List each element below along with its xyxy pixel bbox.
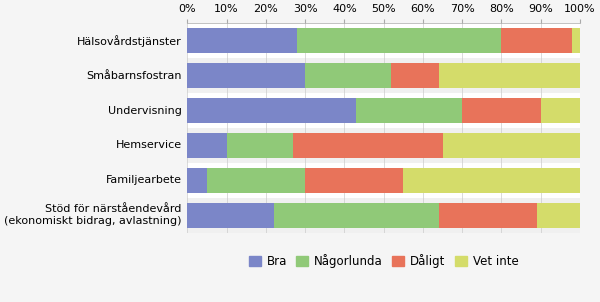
Bar xyxy=(439,63,580,88)
Bar xyxy=(187,163,580,198)
Bar xyxy=(541,98,580,123)
Legend: Bra, Någorlunda, Dåligt, Vet inte: Bra, Någorlunda, Dåligt, Vet inte xyxy=(244,249,523,272)
Bar xyxy=(187,98,356,123)
Bar xyxy=(187,203,274,228)
Bar xyxy=(297,28,502,53)
Bar xyxy=(187,58,580,93)
Bar xyxy=(293,133,443,158)
Bar xyxy=(274,203,439,228)
Bar xyxy=(207,168,305,193)
Bar xyxy=(572,28,580,53)
Bar xyxy=(187,63,305,88)
Bar xyxy=(187,133,227,158)
Bar xyxy=(305,63,391,88)
Bar xyxy=(439,203,537,228)
Bar xyxy=(187,198,580,233)
Bar xyxy=(187,28,297,53)
Bar xyxy=(443,133,580,158)
Bar xyxy=(227,133,293,158)
Bar xyxy=(187,23,580,58)
Bar xyxy=(502,28,572,53)
Bar xyxy=(462,98,541,123)
Bar xyxy=(305,168,403,193)
Bar xyxy=(187,93,580,128)
Bar xyxy=(403,168,580,193)
Bar xyxy=(187,128,580,163)
Bar xyxy=(356,98,462,123)
Bar xyxy=(187,168,207,193)
Bar xyxy=(391,63,439,88)
Bar xyxy=(537,203,580,228)
